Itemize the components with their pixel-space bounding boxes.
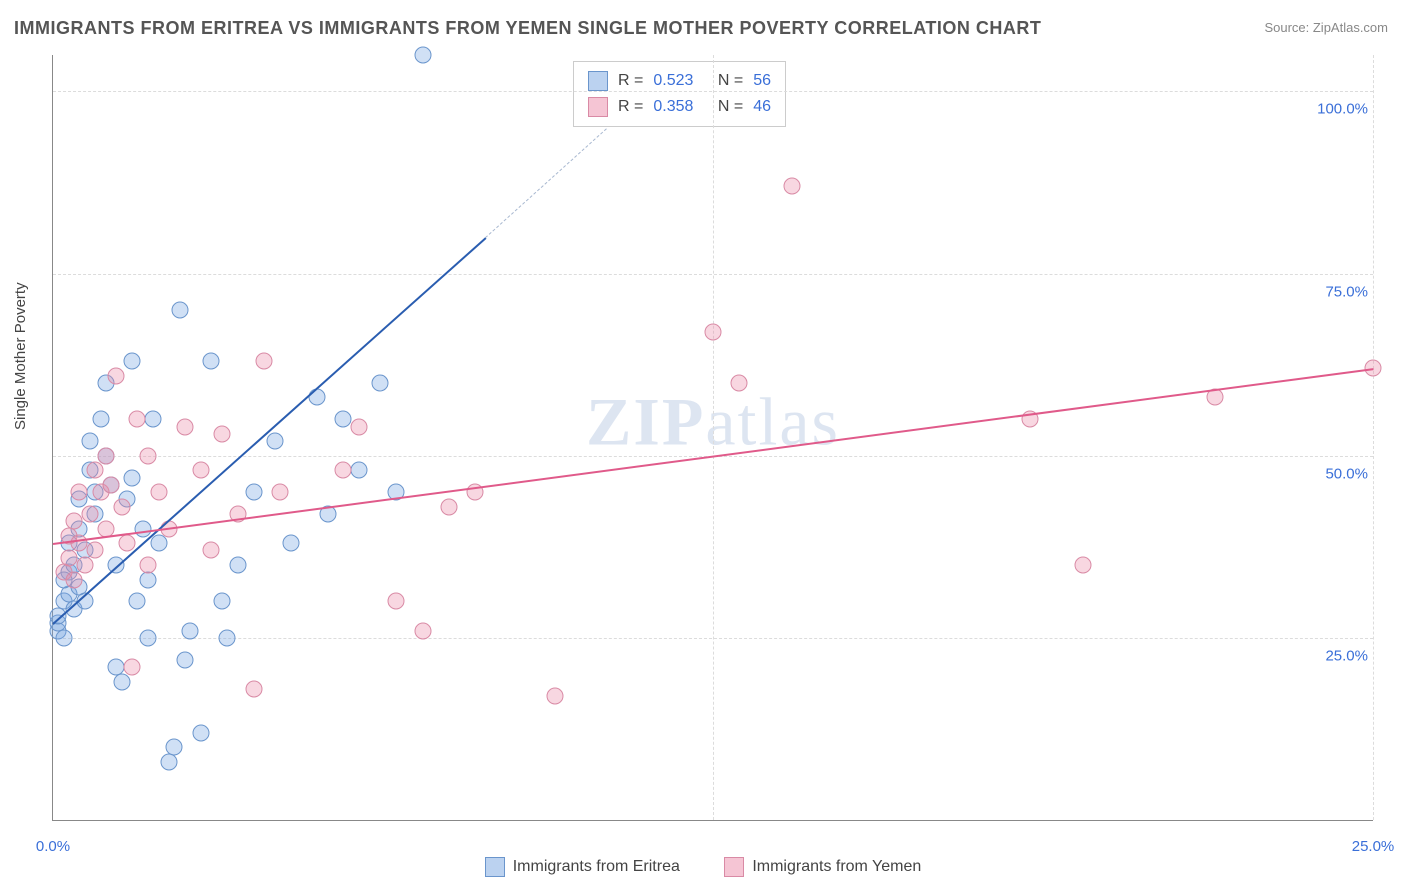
data-point [150, 484, 167, 501]
data-point [113, 673, 130, 690]
stats-row-series-0: R = 0.523 N = 56 [588, 68, 771, 94]
data-point [372, 374, 389, 391]
data-point [124, 659, 141, 676]
data-point [140, 571, 157, 588]
data-point [245, 484, 262, 501]
data-point [182, 622, 199, 639]
data-point [118, 535, 135, 552]
x-tick-label: 25.0% [1352, 838, 1395, 855]
data-point [177, 418, 194, 435]
data-point [1074, 557, 1091, 574]
data-point [87, 462, 104, 479]
data-point [108, 367, 125, 384]
data-point [229, 557, 246, 574]
data-point [81, 506, 98, 523]
trend-line [52, 237, 486, 625]
y-tick-label: 75.0% [1321, 283, 1372, 300]
legend-item-0: Immigrants from Eritrea [485, 857, 680, 877]
legend-item-1: Immigrants from Yemen [724, 857, 921, 877]
data-point [414, 622, 431, 639]
data-point [66, 571, 83, 588]
data-point [441, 498, 458, 515]
data-point [177, 651, 194, 668]
data-point [203, 542, 220, 559]
correlation-stats-box: R = 0.523 N = 56 R = 0.358 N = 46 [573, 61, 786, 127]
data-point [66, 513, 83, 530]
data-point [55, 629, 72, 646]
swatch-icon [485, 857, 505, 877]
data-point [87, 542, 104, 559]
data-point [351, 418, 368, 435]
data-point [784, 178, 801, 195]
data-point [266, 433, 283, 450]
data-point [134, 520, 151, 537]
data-point [171, 302, 188, 319]
data-point [129, 411, 146, 428]
x-tick-label: 0.0% [36, 838, 70, 855]
gridline-v [713, 55, 714, 820]
bottom-legend: Immigrants from Eritrea Immigrants from … [0, 857, 1406, 882]
data-point [97, 447, 114, 464]
data-point [113, 498, 130, 515]
data-point [213, 593, 230, 610]
data-point [282, 535, 299, 552]
data-point [203, 353, 220, 370]
data-point [166, 739, 183, 756]
data-point [705, 323, 722, 340]
data-point [219, 629, 236, 646]
data-point [81, 433, 98, 450]
data-point [145, 411, 162, 428]
data-point [129, 593, 146, 610]
y-tick-label: 50.0% [1321, 465, 1372, 482]
source-attribution: Source: ZipAtlas.com [1264, 20, 1388, 35]
swatch-icon [724, 857, 744, 877]
data-point [546, 688, 563, 705]
y-tick-label: 25.0% [1321, 647, 1372, 664]
data-point [60, 549, 77, 566]
chart-title: IMMIGRANTS FROM ERITREA VS IMMIGRANTS FR… [14, 18, 1041, 39]
data-point [76, 557, 93, 574]
scatter-plot-area: ZIPatlas R = 0.523 N = 56 R = 0.358 N = … [52, 55, 1373, 821]
data-point [192, 724, 209, 741]
data-point [140, 557, 157, 574]
data-point [161, 753, 178, 770]
data-point [103, 476, 120, 493]
data-point [388, 593, 405, 610]
data-point [150, 535, 167, 552]
data-point [140, 629, 157, 646]
y-tick-label: 100.0% [1313, 101, 1372, 118]
y-axis-label: Single Mother Poverty [12, 282, 29, 430]
data-point [256, 353, 273, 370]
data-point [124, 469, 141, 486]
data-point [335, 411, 352, 428]
stats-row-series-1: R = 0.358 N = 46 [588, 94, 771, 120]
data-point [272, 484, 289, 501]
data-point [192, 462, 209, 479]
data-point [335, 462, 352, 479]
gridline-v [1373, 55, 1374, 820]
swatch-icon [588, 71, 608, 91]
data-point [140, 447, 157, 464]
data-point [245, 680, 262, 697]
data-point [92, 411, 109, 428]
data-point [124, 353, 141, 370]
data-point [351, 462, 368, 479]
swatch-icon [588, 97, 608, 117]
data-point [71, 484, 88, 501]
trend-line [485, 128, 608, 240]
data-point [731, 374, 748, 391]
data-point [414, 47, 431, 64]
data-point [213, 425, 230, 442]
data-point [71, 535, 88, 552]
